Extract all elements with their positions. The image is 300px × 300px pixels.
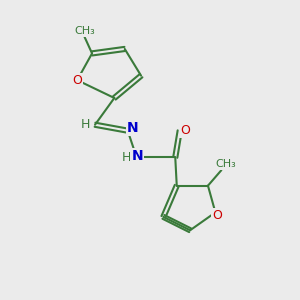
Text: CH₃: CH₃ <box>74 26 95 36</box>
Text: O: O <box>72 74 82 87</box>
Text: H: H <box>81 118 90 131</box>
Text: H: H <box>122 151 131 164</box>
Text: N: N <box>131 149 143 163</box>
Text: CH₃: CH₃ <box>215 159 236 169</box>
Text: N: N <box>127 121 139 135</box>
Text: O: O <box>180 124 190 137</box>
Text: O: O <box>212 209 222 222</box>
